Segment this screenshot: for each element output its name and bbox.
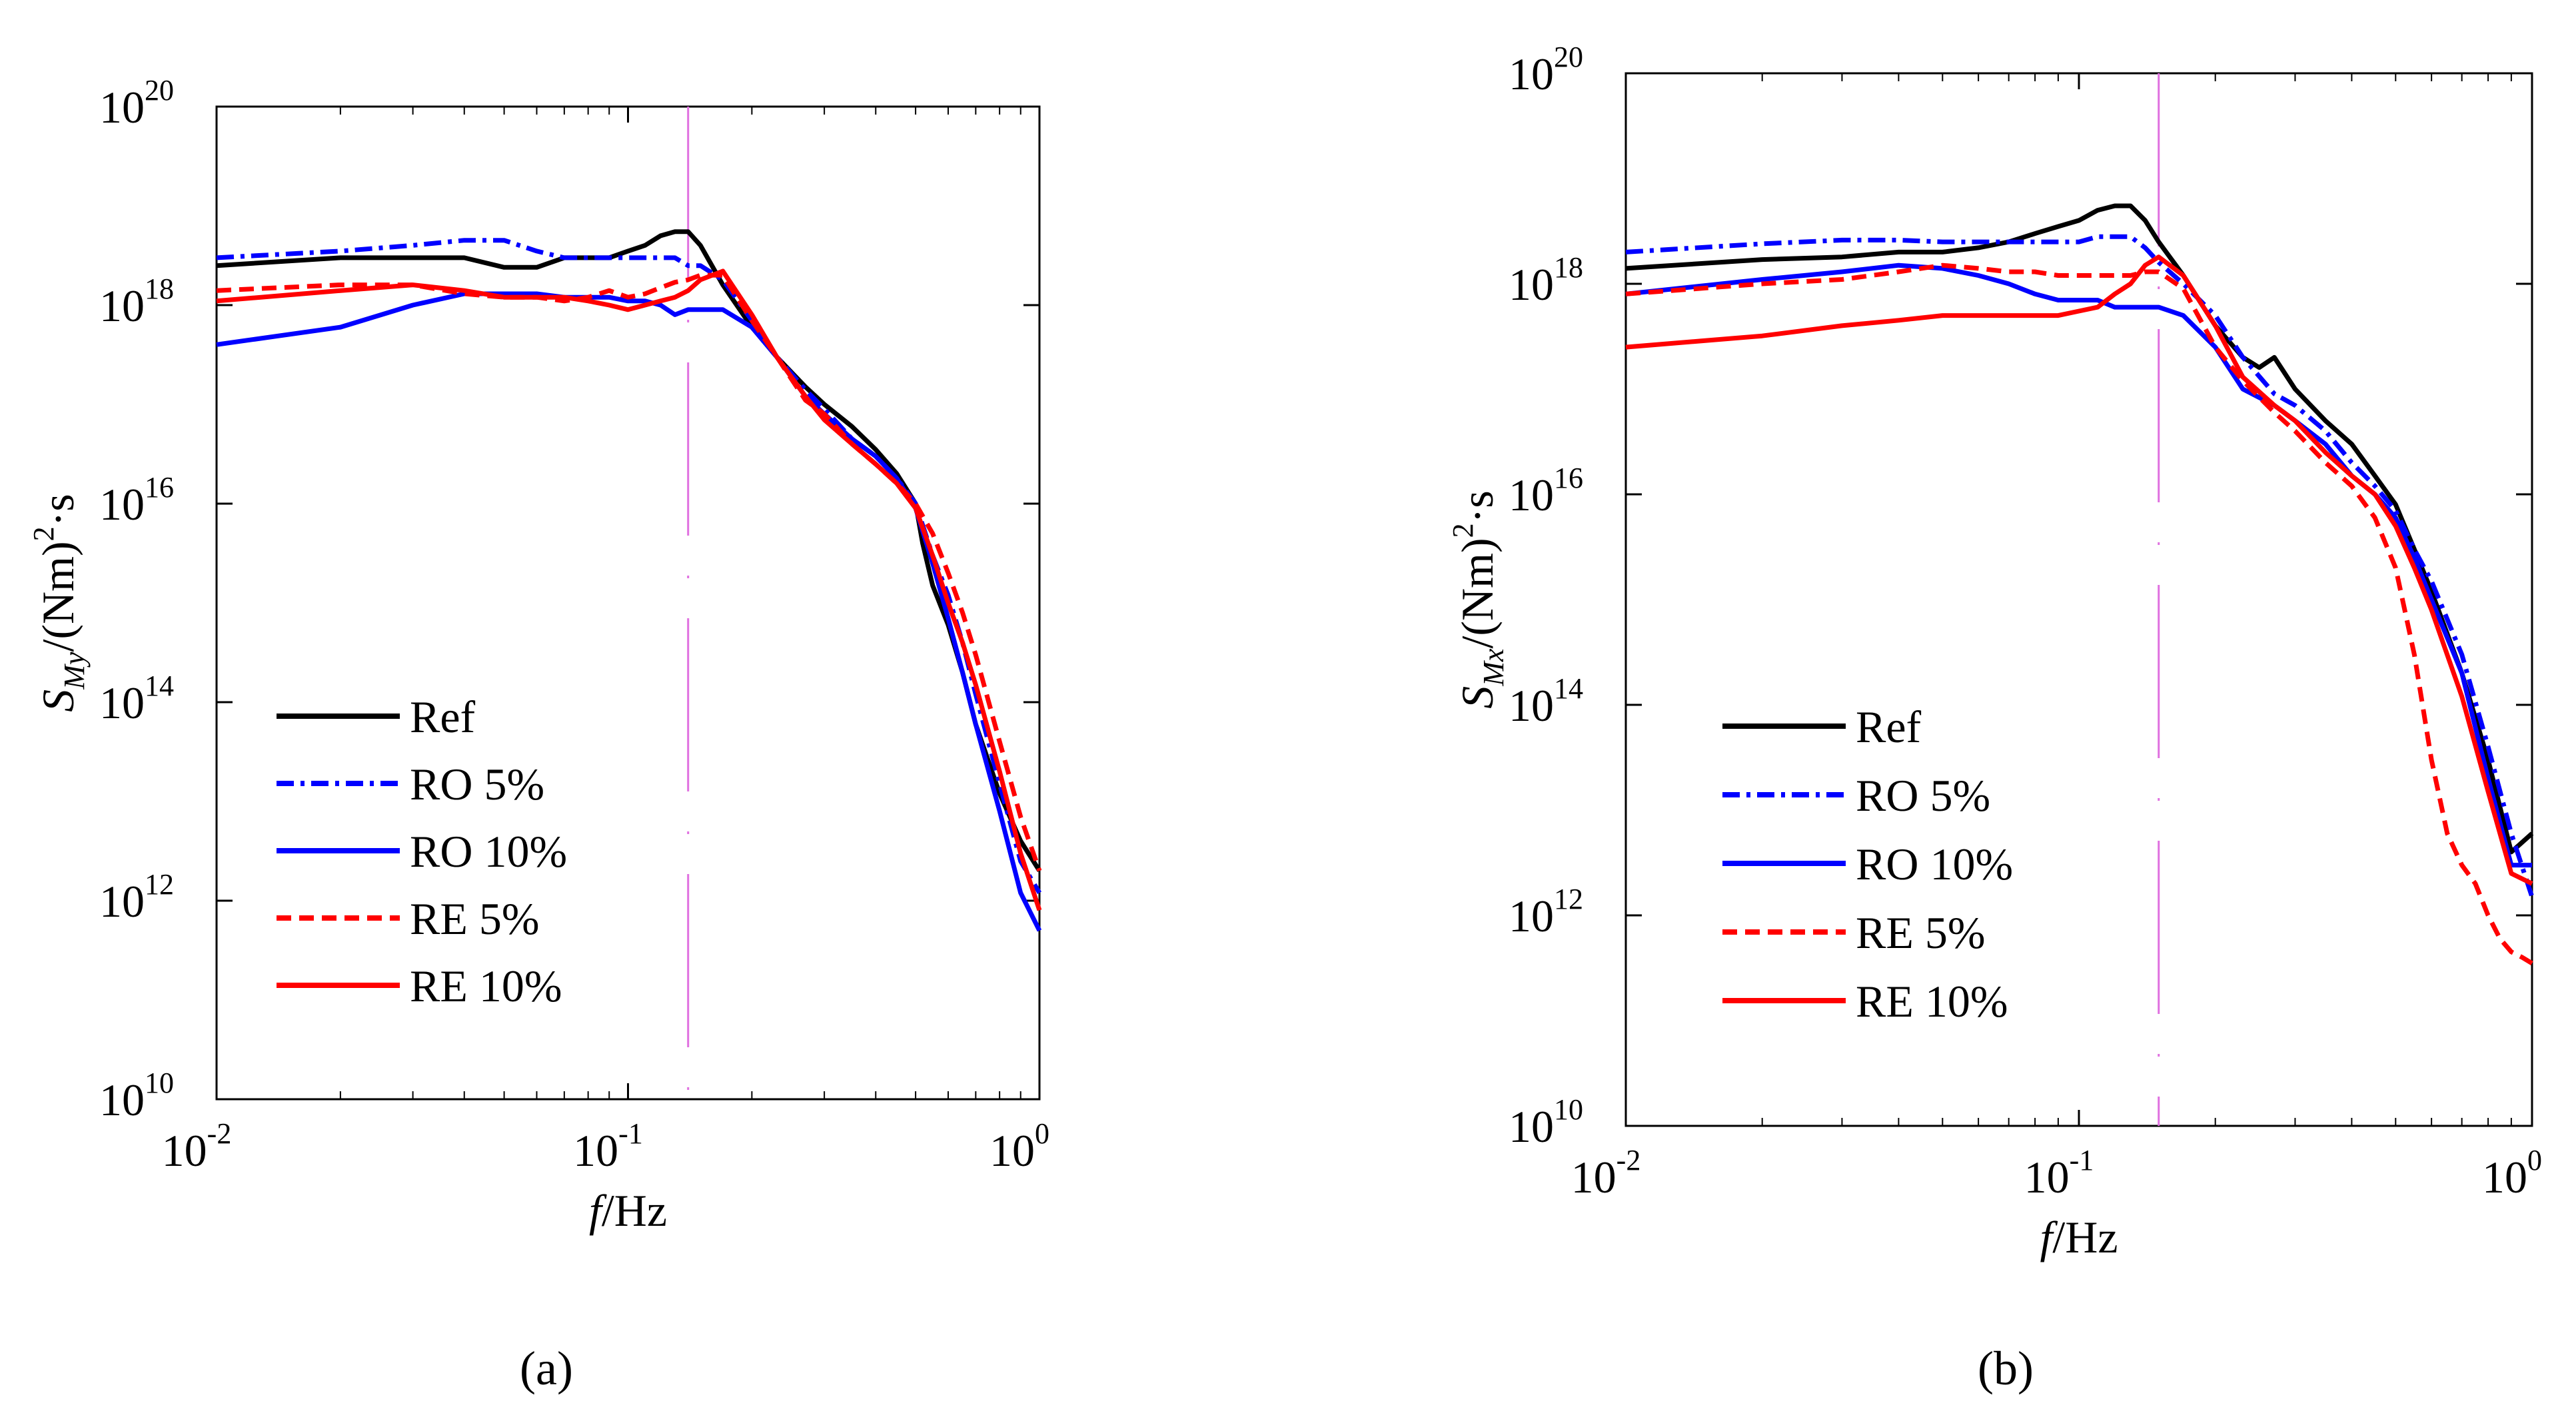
legend-label: Ref: [1856, 702, 1922, 752]
legend-label: Ref: [410, 692, 476, 742]
y-axis-label: SMx/(Nm)2·s: [1447, 490, 1510, 708]
y-tick-label: 1014: [99, 670, 174, 728]
x-axis-label: f/Hz: [589, 1185, 667, 1236]
y-tick-label: 1018: [1509, 251, 1583, 310]
x-tick-label: 10-2: [162, 1117, 232, 1176]
legend-label: RE 5%: [1856, 907, 1986, 958]
y-tick-label: 1016: [1509, 462, 1583, 520]
y-tick-label: 1016: [99, 471, 174, 530]
series-line-ro-5-: [1625, 234, 2535, 898]
legend-label: RE 5%: [410, 893, 540, 944]
legend-label: RE 10%: [1856, 976, 2008, 1027]
x-tick-label: 100: [2482, 1144, 2542, 1202]
y-tick-label: 1020: [99, 74, 174, 133]
chart-panel-a: 10-2 10-1 100 1010 1012 1014 1016 1018 1020 Ref RO…: [27, 74, 1049, 1236]
legend-label: RO 5%: [410, 759, 544, 809]
x-tick-label: 100: [989, 1117, 1049, 1176]
legend: Ref RO 5% RO 10% RE 5% RE 10%: [1722, 702, 2013, 1027]
x-tick-label: 10-1: [573, 1117, 643, 1176]
y-tick-label: 1012: [1509, 883, 1583, 941]
chart-panel-b: 10-2 10-1 100 1010 1012 1014 1016 1018 1020 Ref RO…: [1447, 41, 2542, 1262]
y-axis-label: SMy/(Nm)2·s: [27, 494, 91, 711]
y-tick-label: 1014: [1509, 672, 1583, 731]
y-tick-label: 1012: [99, 868, 174, 927]
x-tick-label: 10-1: [2024, 1144, 2094, 1202]
series-line-ro-5-: [216, 238, 1042, 894]
legend: Ref RO 5% RO 10% RE 5% RE 10%: [277, 692, 567, 1011]
legend-label: RE 10%: [410, 961, 562, 1011]
panel-label-b: (b): [1978, 1342, 2034, 1395]
x-tick-label: 10-2: [1571, 1144, 1641, 1202]
series-line-ro-10-: [216, 291, 1042, 932]
legend-label: RO 10%: [1856, 839, 2013, 889]
panel-label-a: (a): [520, 1342, 573, 1395]
series-line-re-5-: [1625, 262, 2533, 965]
y-tick-label: 1020: [1509, 41, 1583, 99]
y-tick-label: 1010: [1509, 1093, 1583, 1152]
legend-label: RO 10%: [410, 826, 567, 877]
y-tick-label: 1010: [99, 1067, 174, 1125]
legend-label: RO 5%: [1856, 770, 1990, 821]
series-line-re-10-: [1625, 254, 2533, 886]
series-line-ro-10-: [1625, 262, 2532, 868]
y-tick-label: 1018: [99, 272, 174, 331]
series-line-ref: [216, 229, 1041, 872]
x-axis-label: f/Hz: [2040, 1212, 2118, 1262]
series-line-re-10-: [216, 268, 1042, 911]
